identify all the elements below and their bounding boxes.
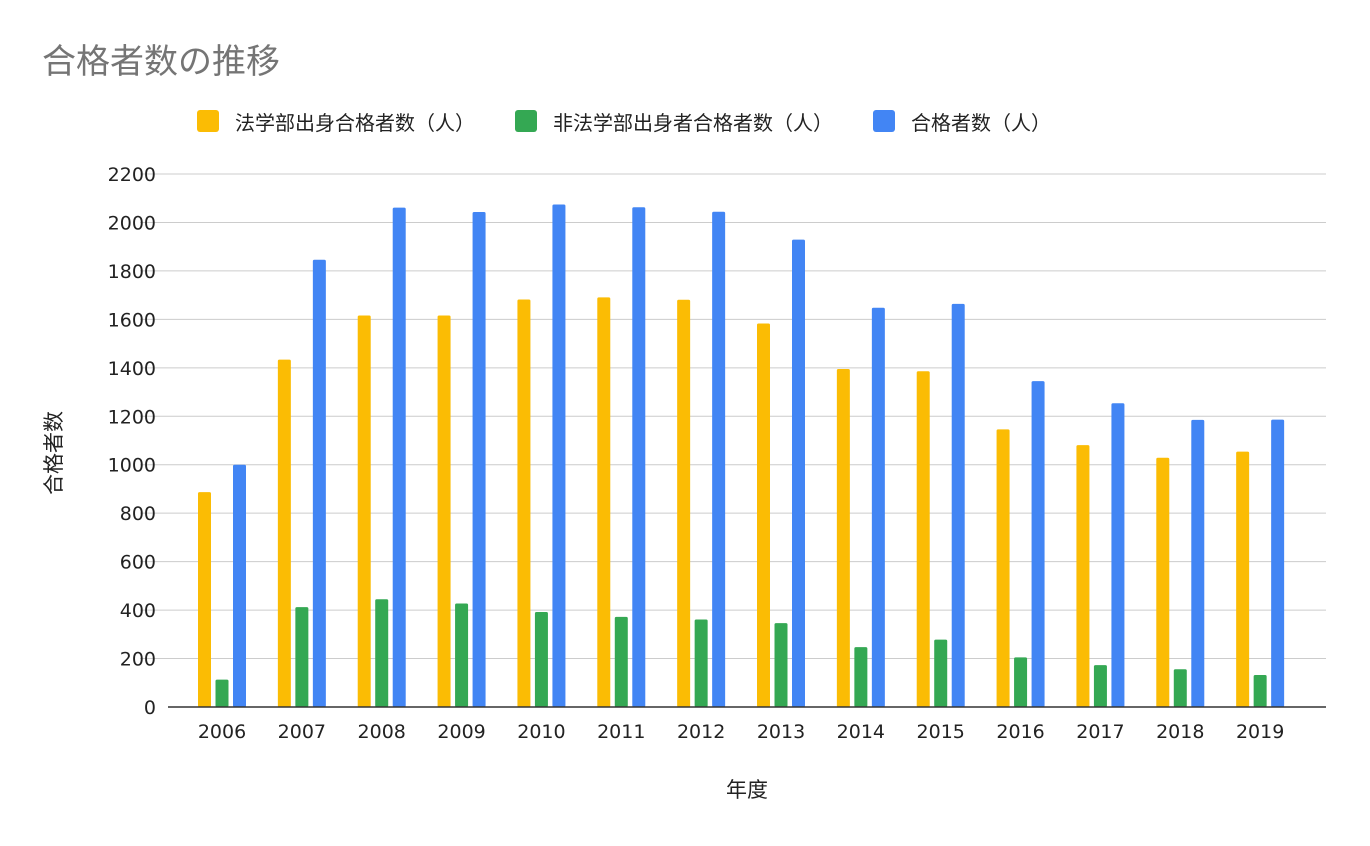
bar-law-2012[interactable] [677, 299, 691, 707]
x-axis-ticks: 2006 2007 2008 2009 2010 2011 2012 2013 2014 2015… [198, 721, 1285, 743]
x-tick-label: 2011 [597, 721, 645, 743]
y-tick-label: 600 [120, 552, 156, 574]
legend-swatch-law [197, 110, 219, 132]
y-tick-label: 1000 [108, 455, 156, 477]
y-tick-label: 0 [144, 697, 156, 719]
y-tick-label: 1200 [108, 406, 156, 428]
bar-law-2007[interactable] [277, 359, 291, 707]
legend-swatch-non-law [515, 110, 537, 132]
bar-law-2010[interactable] [517, 299, 531, 707]
legend-item-non-law[interactable]: 非法学部出身者合格者数（人） [515, 107, 833, 136]
bar-total-2008[interactable] [392, 207, 406, 707]
bar-total-2017[interactable] [1111, 403, 1125, 707]
x-tick-label: 2018 [1156, 721, 1204, 743]
bar-total-2014[interactable] [871, 307, 885, 707]
bar-law-2019[interactable] [1236, 451, 1250, 707]
legend-item-law[interactable]: 法学部出身合格者数（人） [197, 107, 475, 136]
bar-non-law-2013[interactable] [774, 623, 788, 707]
x-tick-label: 2006 [198, 721, 246, 743]
bar-law-2017[interactable] [1076, 445, 1090, 707]
y-tick-label: 1800 [108, 261, 156, 283]
x-tick-label: 2014 [837, 721, 885, 743]
bars [198, 204, 1285, 708]
y-axis-title: 合格者数 [42, 411, 66, 495]
bar-non-law-2011[interactable] [614, 616, 628, 707]
y-tick-label: 1400 [108, 358, 156, 380]
bar-total-2010[interactable] [552, 204, 566, 707]
bar-non-law-2009[interactable] [455, 603, 469, 707]
chart-title: 合格者数の推移 [42, 42, 280, 82]
x-tick-label: 2007 [278, 721, 326, 743]
bar-law-2013[interactable] [757, 323, 770, 707]
bar-law-2006[interactable] [198, 492, 211, 707]
legend-label-total: 合格者数（人） [911, 110, 1051, 135]
bar-law-2008[interactable] [357, 315, 371, 707]
x-tick-label: 2015 [917, 721, 965, 743]
y-tick-label: 2000 [108, 212, 156, 234]
x-tick-label: 2009 [437, 721, 485, 743]
bar-non-law-2017[interactable] [1093, 665, 1107, 707]
bar-law-2009[interactable] [437, 315, 451, 707]
legend: 法学部出身合格者数（人） 非法学部出身者合格者数（人） 合格者数（人） [197, 106, 1091, 136]
bar-law-2015[interactable] [916, 371, 930, 707]
x-tick-label: 2010 [517, 721, 565, 743]
x-tick-label: 2017 [1076, 721, 1124, 743]
bar-total-2009[interactable] [472, 212, 486, 708]
bar-law-2018[interactable] [1156, 457, 1170, 707]
y-tick-label: 1600 [108, 309, 156, 331]
bar-non-law-2014[interactable] [854, 647, 868, 707]
y-axis-ticks: 0 200 400 600 800 1000 1200 1400 1600 1800 2000 220… [108, 164, 156, 719]
y-tick-label: 2200 [108, 164, 156, 186]
bar-non-law-2010[interactable] [534, 612, 548, 707]
bar-total-2013[interactable] [792, 239, 805, 707]
y-tick-label: 800 [120, 503, 156, 525]
y-tick-label: 200 [120, 649, 156, 671]
bar-non-law-2018[interactable] [1173, 669, 1187, 707]
bar-total-2011[interactable] [632, 207, 646, 708]
bar-total-2019[interactable] [1271, 419, 1285, 707]
legend-label-law: 法学部出身合格者数（人） [235, 110, 475, 135]
legend-label-non-law: 非法学部出身者合格者数（人） [553, 110, 833, 135]
bar-non-law-2019[interactable] [1253, 675, 1267, 707]
bar-non-law-2006[interactable] [215, 679, 229, 707]
x-tick-label: 2008 [358, 721, 406, 743]
x-tick-label: 2013 [757, 721, 805, 743]
gridlines [140, 173, 1326, 660]
bar-total-2016[interactable] [1031, 381, 1045, 707]
bar-non-law-2016[interactable] [1014, 657, 1028, 707]
y-tick-label: 400 [120, 600, 156, 622]
bar-total-2012[interactable] [712, 211, 726, 707]
x-tick-label: 2012 [677, 721, 725, 743]
bar-total-2006[interactable] [233, 464, 246, 707]
bar-non-law-2007[interactable] [295, 607, 309, 707]
x-tick-label: 2019 [1236, 721, 1284, 743]
x-axis-title: 年度 [726, 778, 768, 802]
bar-total-2007[interactable] [312, 259, 326, 707]
bar-law-2011[interactable] [597, 297, 611, 707]
bar-non-law-2015[interactable] [934, 639, 948, 707]
x-tick-label: 2016 [996, 721, 1044, 743]
bar-non-law-2012[interactable] [694, 619, 708, 707]
legend-item-total[interactable]: 合格者数（人） [873, 107, 1051, 136]
bar-law-2016[interactable] [996, 429, 1010, 707]
bar-total-2015[interactable] [951, 303, 965, 707]
bar-law-2014[interactable] [836, 369, 850, 707]
bar-total-2018[interactable] [1191, 419, 1205, 707]
legend-swatch-total [873, 110, 895, 132]
bar-non-law-2008[interactable] [375, 599, 389, 707]
